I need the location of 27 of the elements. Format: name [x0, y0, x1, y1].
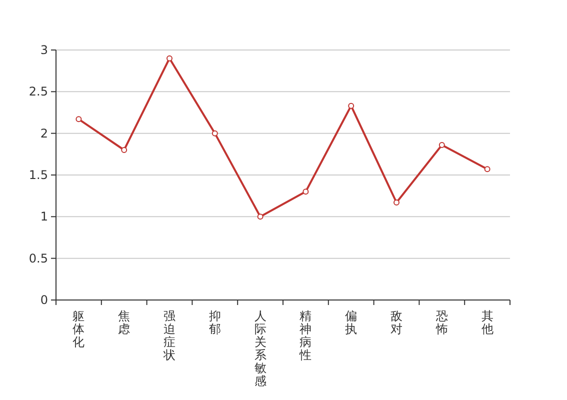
point — [348, 102, 354, 109]
x-tick-label: 强迫症状 — [162, 309, 176, 362]
point — [302, 188, 309, 195]
point — [76, 116, 82, 122]
x-tick-label: 偏执 — [345, 309, 358, 336]
y-tick-label: 1 — [40, 210, 48, 224]
point — [394, 200, 400, 206]
x-tick-label: 躯体化 — [72, 309, 85, 349]
y-tick-label: 0.5 — [28, 251, 48, 266]
point — [166, 55, 172, 62]
x-tick-label: 焦虑 — [118, 309, 130, 336]
point — [121, 147, 128, 153]
x-tick-label: 精神病性 — [298, 309, 312, 362]
y-tick-label: 1.5 — [28, 168, 48, 182]
point — [212, 130, 218, 136]
x-tick-label: 敌对 — [390, 309, 402, 336]
point — [257, 214, 264, 220]
point — [484, 166, 490, 172]
x-tick-label: 其他 — [481, 309, 494, 336]
y-tick-label: 2 — [40, 126, 48, 140]
x-tick-label: 人际关系敏感 — [254, 309, 266, 388]
x-tick-label: 抑郁 — [208, 309, 221, 336]
y-tick-label: 3 — [40, 43, 48, 57]
x-tick-label: 恐怖 — [434, 309, 448, 336]
point — [438, 142, 445, 148]
y-tick-label: 2.5 — [28, 84, 48, 99]
y-tick-label: 0 — [40, 293, 48, 307]
